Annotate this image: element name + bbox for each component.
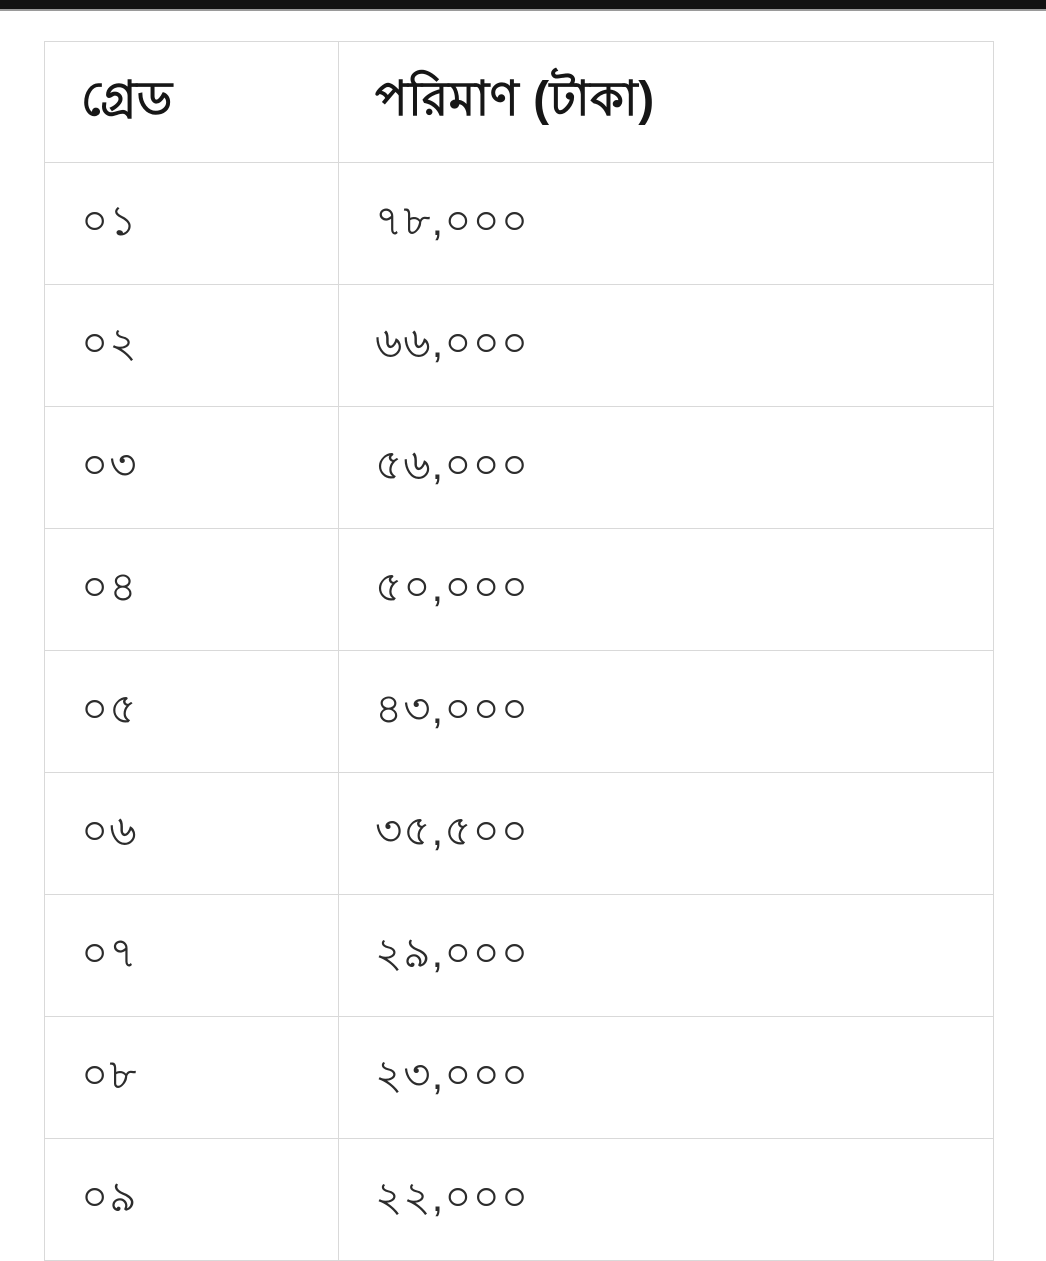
amount-cell: ৭৮,০০০ [338, 162, 994, 285]
grade-salary-table: গ্রেড পরিমাণ (টাকা) ০১ ৭৮,০০০ ০২ ৬৬,০০০ … [44, 41, 994, 1261]
amount-cell: ২৯,০০০ [338, 894, 994, 1017]
grade-cell: ০৭ [44, 894, 339, 1017]
grade-cell: ০৫ [44, 650, 339, 773]
table-row: ০৫ ৪৩,০০০ [44, 650, 994, 773]
grade-cell: ০৩ [44, 406, 339, 529]
table-row: ০৮ ২৩,০০০ [44, 1016, 994, 1139]
screen-top-bar [0, 0, 1046, 11]
grade-cell: ০২ [44, 284, 339, 407]
amount-cell: ৪৩,০০০ [338, 650, 994, 773]
amount-cell: ২৩,০০০ [338, 1016, 994, 1139]
table-header-row: গ্রেড পরিমাণ (টাকা) [44, 41, 994, 163]
grade-cell: ০৮ [44, 1016, 339, 1139]
table-row: ০৭ ২৯,০০০ [44, 894, 994, 1017]
table-row: ০৯ ২২,০০০ [44, 1138, 994, 1261]
table-row: ০১ ৭৮,০০০ [44, 162, 994, 285]
grade-cell: ০১ [44, 162, 339, 285]
amount-column-header: পরিমাণ (টাকা) [338, 41, 994, 163]
table-row: ০৩ ৫৬,০০০ [44, 406, 994, 529]
amount-cell: ৩৫,৫০০ [338, 772, 994, 895]
grade-cell: ০৪ [44, 528, 339, 651]
amount-cell: ৫০,০০০ [338, 528, 994, 651]
amount-cell: ৬৬,০০০ [338, 284, 994, 407]
amount-cell: ২২,০০০ [338, 1138, 994, 1261]
table-row: ০৬ ৩৫,৫০০ [44, 772, 994, 895]
table-row: ০৪ ৫০,০০০ [44, 528, 994, 651]
table-row: ০২ ৬৬,০০০ [44, 284, 994, 407]
grade-cell: ০৯ [44, 1138, 339, 1261]
grade-cell: ০৬ [44, 772, 339, 895]
grade-column-header: গ্রেড [44, 41, 339, 163]
amount-cell: ৫৬,০০০ [338, 406, 994, 529]
